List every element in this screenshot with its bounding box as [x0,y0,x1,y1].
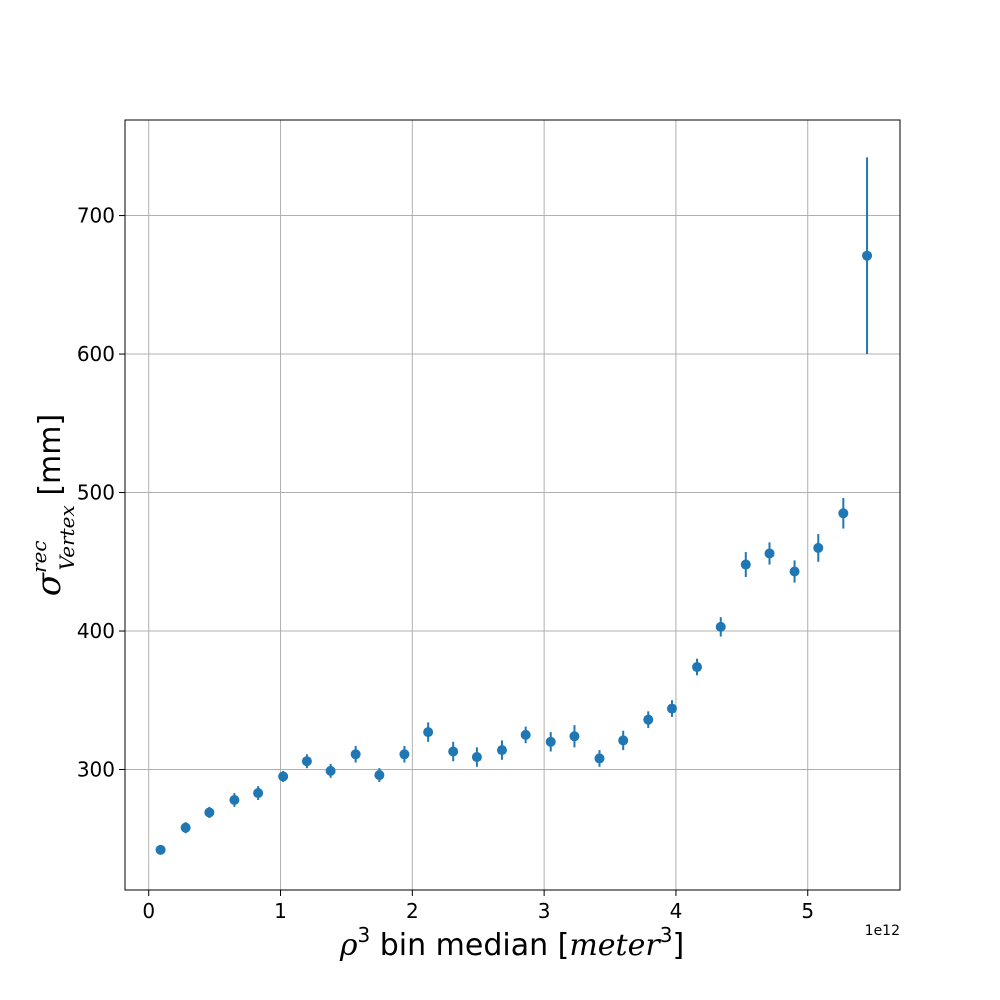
data-point [740,559,751,570]
y-axis-label-sigma: σ [29,572,69,596]
data-point [643,714,654,725]
y-tick-label: 600 [77,342,115,366]
x-tick-label: 2 [406,899,419,923]
y-tick-label: 400 [77,619,115,643]
data-point [692,662,703,673]
data-point [399,749,410,760]
data-point [374,770,385,781]
x-axis-label-sup: 3 [357,923,370,947]
data-point [301,756,312,767]
data-point [715,621,726,632]
data-point [229,794,240,805]
x-tick-label: 1 [274,899,287,923]
y-axis-label-unit: [mm] [33,414,68,505]
data-point [278,771,289,782]
data-point [520,729,531,740]
data-point [155,844,166,855]
data-point [253,788,264,799]
x-axis-label-middle: bin median [ [370,928,569,963]
x-axis-label-meter-sup: 3 [660,923,673,947]
x-axis-label-rho: ρ [339,928,358,963]
x-axis-label-close: ] [672,928,684,963]
data-point [180,822,191,833]
data-point [545,736,556,747]
y-tick-label: 300 [77,758,115,782]
axis-ticks: 0 1 2 3 4 5 300 400 500 600 700 [77,204,814,923]
y-tick-label: 500 [77,481,115,505]
data-point [666,703,677,714]
data-series [155,157,873,855]
data-point [862,250,873,261]
data-point [350,749,361,760]
data-point [764,548,775,559]
data-point [423,727,434,738]
data-point [204,807,215,818]
data-point [594,753,605,764]
y-axis-label: σrec Vertex [mm] [27,414,79,596]
x-tick-label: 4 [670,899,683,923]
plot-frame [124,119,901,891]
x-axis-offset-label: 1e12 [865,923,900,939]
data-point [448,746,459,757]
data-point [618,735,629,746]
x-axis-label: ρ3 bin median [meter3] [339,923,684,963]
data-point [569,731,580,742]
data-point [471,752,482,763]
x-tick-label: 3 [538,899,551,923]
data-point [496,745,507,756]
x-tick-label: 5 [801,899,814,923]
grid [125,120,900,890]
y-axis-label-sup: rec [27,540,51,573]
data-point [813,542,824,553]
data-point [789,566,800,577]
data-point [325,765,336,776]
x-axis-label-meter: meter [569,928,661,963]
y-tick-label: 700 [77,204,115,228]
data-point [838,508,849,519]
y-axis-label-sub: Vertex [55,505,79,570]
x-tick-label: 0 [142,899,155,923]
